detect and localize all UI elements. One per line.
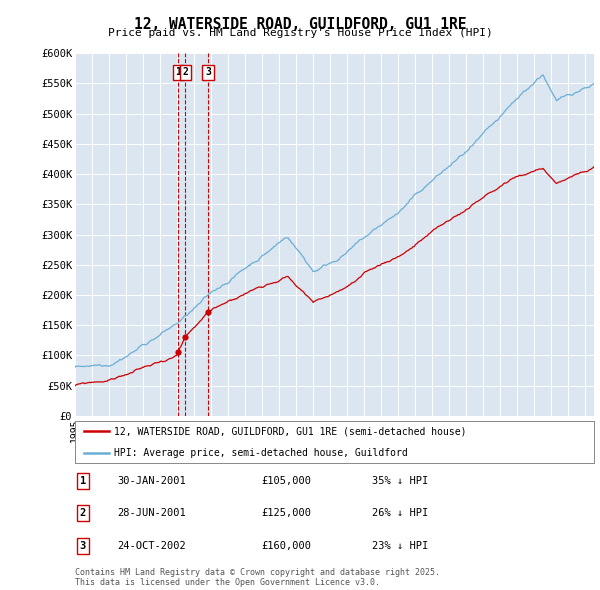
Text: 1: 1 (80, 476, 86, 486)
Text: £160,000: £160,000 (261, 541, 311, 550)
Text: 26% ↓ HPI: 26% ↓ HPI (372, 509, 428, 518)
Text: 1: 1 (176, 67, 181, 77)
Text: 12, WATERSIDE ROAD, GUILDFORD, GU1 1RE: 12, WATERSIDE ROAD, GUILDFORD, GU1 1RE (134, 17, 466, 31)
Text: 30-JAN-2001: 30-JAN-2001 (117, 476, 186, 486)
Text: 23% ↓ HPI: 23% ↓ HPI (372, 541, 428, 550)
Text: Contains HM Land Registry data © Crown copyright and database right 2025.
This d: Contains HM Land Registry data © Crown c… (75, 568, 440, 587)
Text: £125,000: £125,000 (261, 509, 311, 518)
Text: 3: 3 (80, 541, 86, 550)
Text: Price paid vs. HM Land Registry's House Price Index (HPI): Price paid vs. HM Land Registry's House … (107, 28, 493, 38)
Text: 24-OCT-2002: 24-OCT-2002 (117, 541, 186, 550)
Text: 28-JUN-2001: 28-JUN-2001 (117, 509, 186, 518)
Text: HPI: Average price, semi-detached house, Guildford: HPI: Average price, semi-detached house,… (114, 448, 407, 457)
Text: 2: 2 (80, 509, 86, 518)
Text: 3: 3 (205, 67, 211, 77)
Text: 35% ↓ HPI: 35% ↓ HPI (372, 476, 428, 486)
Text: 12, WATERSIDE ROAD, GUILDFORD, GU1 1RE (semi-detached house): 12, WATERSIDE ROAD, GUILDFORD, GU1 1RE (… (114, 427, 466, 436)
Text: 2: 2 (182, 67, 188, 77)
Text: £105,000: £105,000 (261, 476, 311, 486)
